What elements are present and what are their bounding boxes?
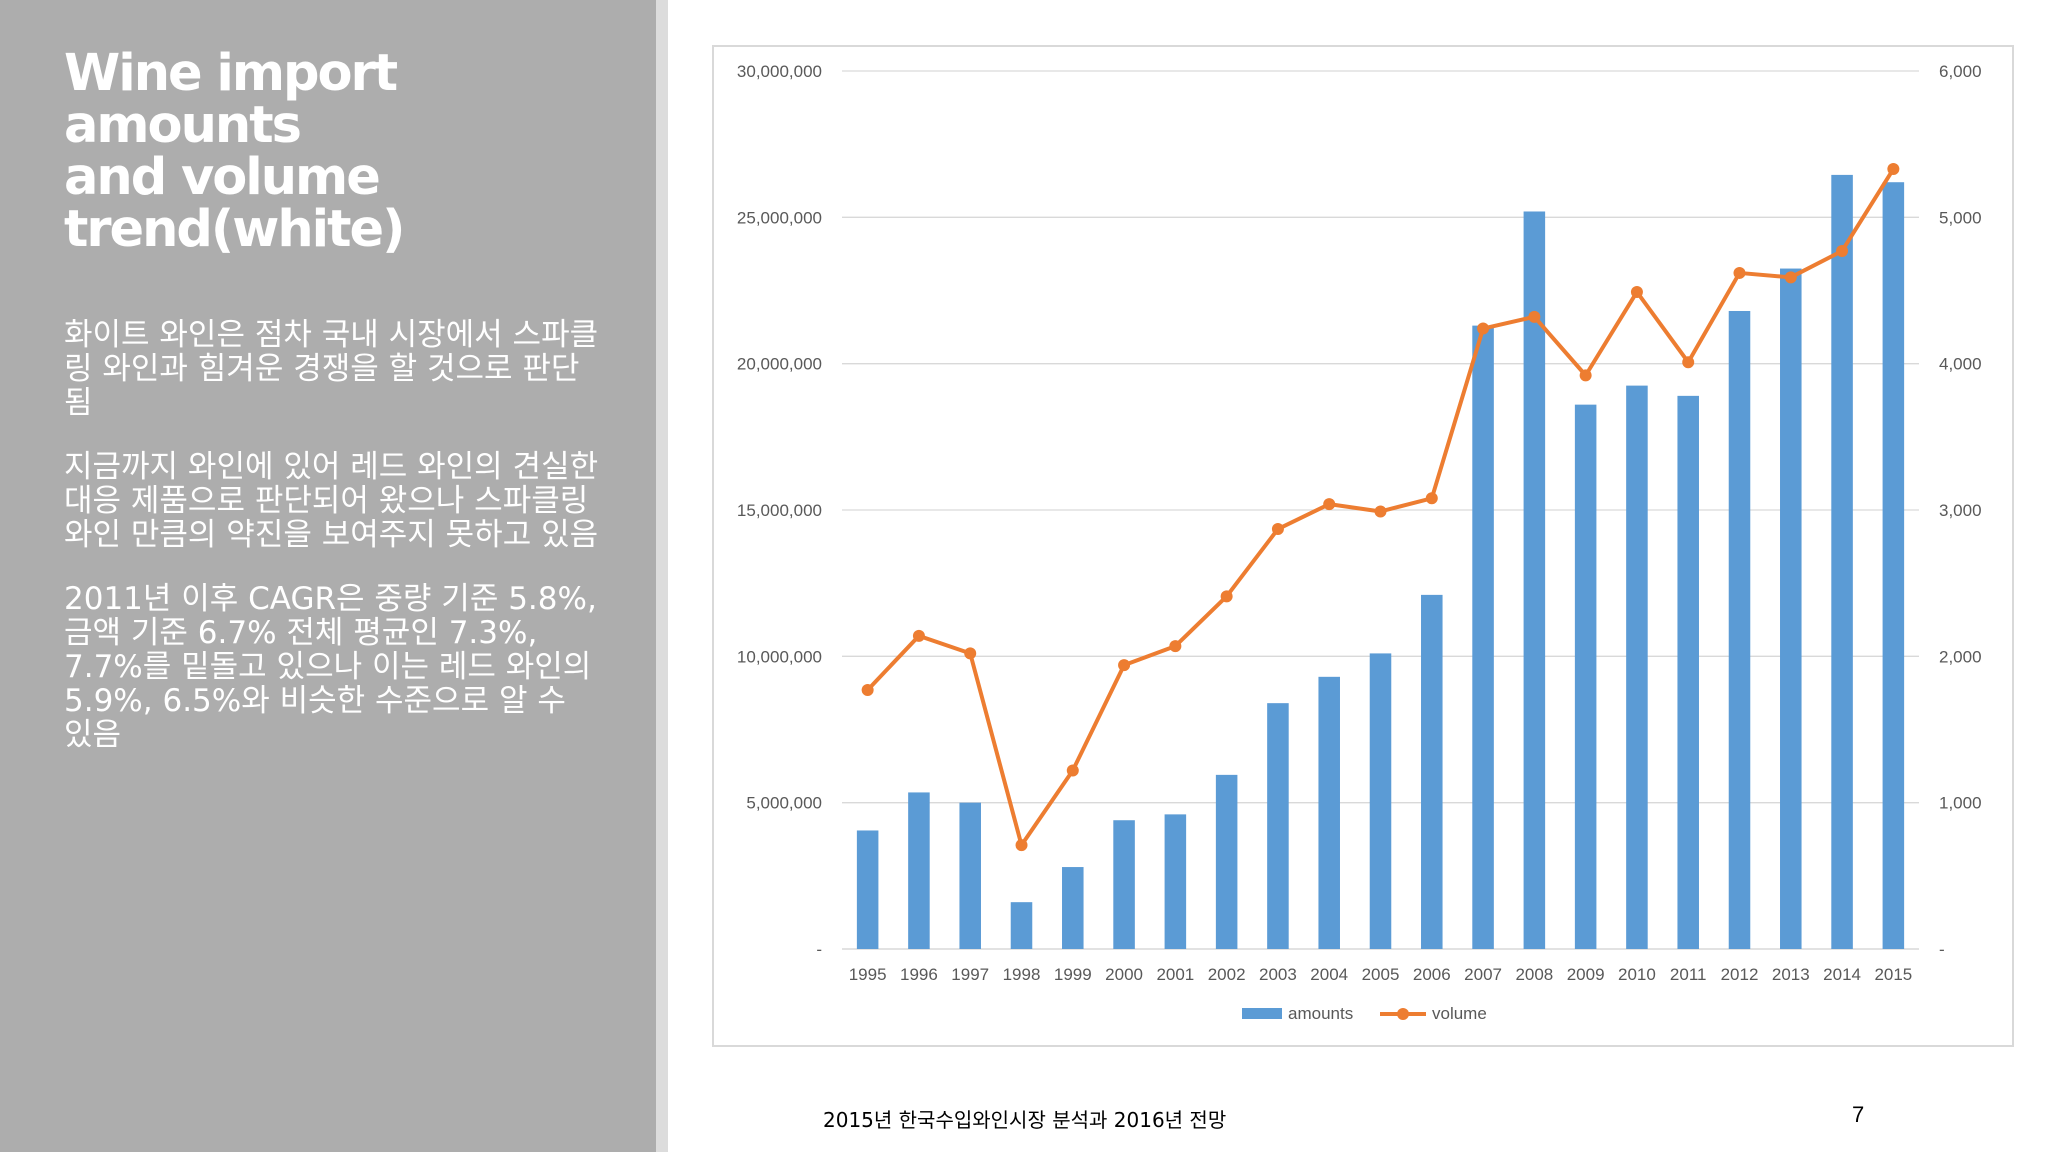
x-tick-label: 1995 <box>849 965 887 984</box>
y-right-tick-label: 6,000 <box>1939 62 1982 81</box>
x-tick-label: 2001 <box>1156 965 1194 984</box>
y-right-tick-label: 4,000 <box>1939 355 1982 374</box>
bar-amounts-2010 <box>1626 385 1648 949</box>
bar-amounts-2003 <box>1267 703 1289 949</box>
point-volume-2015 <box>1887 163 1900 176</box>
legend-label-volume: volume <box>1432 1004 1487 1023</box>
y-left-tick-label: - <box>816 940 822 959</box>
x-tick-label: 1996 <box>900 965 938 984</box>
y-right-tick-label: 3,000 <box>1939 501 1982 520</box>
bar-amounts-2005 <box>1369 653 1392 949</box>
x-tick-label: 2012 <box>1721 965 1759 984</box>
x-tick-label: 2003 <box>1259 965 1297 984</box>
point-volume-2006 <box>1425 492 1438 505</box>
point-volume-2004 <box>1323 498 1336 511</box>
left-panel <box>0 0 656 1152</box>
bar-amounts-2001 <box>1164 814 1187 949</box>
x-tick-label: 2000 <box>1105 965 1143 984</box>
bar-amounts-2011 <box>1677 395 1699 949</box>
y-left-tick-label: 20,000,000 <box>737 355 822 374</box>
x-tick-label: 2009 <box>1567 965 1605 984</box>
x-tick-label: 2002 <box>1208 965 1246 984</box>
bar-amounts-2013 <box>1780 268 1802 949</box>
slide-title-line-1: Wine import amounts <box>64 44 398 155</box>
bar-amounts-2002 <box>1215 774 1238 949</box>
point-volume-2002 <box>1220 590 1233 603</box>
footer-source: 2015년 한국수입와인시장 분석과 2016년 전망 <box>823 1108 1227 1132</box>
point-volume-1997 <box>964 647 977 660</box>
legend-marker-volume <box>1397 1008 1409 1020</box>
bar-amounts-2004 <box>1318 676 1340 949</box>
point-volume-2012 <box>1733 266 1746 279</box>
point-volume-2010 <box>1630 285 1643 298</box>
x-tick-label: 2013 <box>1772 965 1810 984</box>
point-volume-2007 <box>1477 322 1490 335</box>
page-number: 7 <box>1852 1102 1865 1127</box>
point-volume-2000 <box>1118 659 1131 672</box>
slide-title: Wine import amounts and volume trend(whi… <box>64 48 624 256</box>
bar-amounts-2014 <box>1831 174 1853 949</box>
y-left-tick-label: 15,000,000 <box>737 501 822 520</box>
point-volume-1996 <box>912 629 925 642</box>
point-volume-2014 <box>1836 244 1849 257</box>
y-left-tick-label: 25,000,000 <box>737 208 822 227</box>
bullet-list: 화이트 와인은 점차 국내 시장에서 스파클링 와인과 힘겨운 경쟁을 할 것으… <box>64 318 604 782</box>
bullet-text-2: 지금까지 와인에 있어 레드 와인의 견실한 대응 제품으로 판단되어 왔으나 … <box>64 449 599 553</box>
x-tick-label: 2008 <box>1515 965 1553 984</box>
point-volume-2005 <box>1374 505 1387 518</box>
point-volume-2008 <box>1528 310 1541 323</box>
y-left-tick-label: 30,000,000 <box>737 62 822 81</box>
x-tick-label: 2005 <box>1362 965 1400 984</box>
y-right-tick-label: - <box>1939 940 1945 959</box>
x-tick-label: 2007 <box>1464 965 1502 984</box>
x-tick-label: 2004 <box>1310 965 1348 984</box>
slide-title-line-2: and volume <box>64 148 381 207</box>
legend-label-amounts: amounts <box>1288 1004 1353 1023</box>
bar-amounts-2000 <box>1113 820 1135 949</box>
point-volume-2011 <box>1682 356 1695 369</box>
y-right-tick-label: 2,000 <box>1939 647 1982 666</box>
x-tick-label: 2014 <box>1823 965 1861 984</box>
y-right-tick-label: 1,000 <box>1939 794 1982 813</box>
bar-amounts-2007 <box>1472 325 1494 949</box>
chart-frame: - - 5,000,000 1,000 10,000,000 2,000 15,000,00… <box>712 45 2014 1047</box>
x-tick-label: 2010 <box>1618 965 1656 984</box>
bar-amounts-2015 <box>1882 182 1905 950</box>
x-tick-label: 2015 <box>1874 965 1912 984</box>
bar-amounts-2006 <box>1421 594 1443 949</box>
point-volume-2009 <box>1579 369 1592 382</box>
slide-title-line-3: trend(white) <box>64 200 405 259</box>
legend-swatch-amounts <box>1242 1008 1282 1019</box>
bar-amounts-2008 <box>1523 211 1546 950</box>
bar-amounts-1998 <box>1010 902 1033 949</box>
y-left-tick-label: 5,000,000 <box>746 794 822 813</box>
point-volume-2001 <box>1169 640 1182 653</box>
x-tick-label: 1997 <box>951 965 989 984</box>
x-tick-label: 2011 <box>1670 965 1707 984</box>
combo-chart: - - 5,000,000 1,000 10,000,000 2,000 15,000,00… <box>737 62 1982 1023</box>
x-tick-label: 1999 <box>1054 965 1092 984</box>
bar-amounts-1995 <box>856 830 879 949</box>
panel-divider <box>656 0 668 1152</box>
bar-amounts-1996 <box>908 792 930 949</box>
y-right-tick-label: 5,000 <box>1939 208 1982 227</box>
bar-amounts-2012 <box>1728 310 1751 949</box>
x-tick-label: 1998 <box>1003 965 1041 984</box>
point-volume-1995 <box>861 683 874 696</box>
bullet-text-1: 화이트 와인은 점차 국내 시장에서 스파클링 와인과 힘겨운 경쟁을 할 것으… <box>64 317 599 421</box>
bar-amounts-1999 <box>1062 867 1084 949</box>
point-volume-2003 <box>1271 523 1284 536</box>
point-volume-2013 <box>1784 271 1797 284</box>
y-left-tick-label: 10,000,000 <box>737 647 822 666</box>
point-volume-1999 <box>1066 764 1079 777</box>
point-volume-1998 <box>1015 839 1028 852</box>
bullet-text-3: 2011년 이후 CAGR은 중량 기준 5.8%, 금액 기준 6.7% 전체… <box>64 581 597 753</box>
bar-amounts-2009 <box>1574 404 1597 949</box>
x-tick-label: 2006 <box>1413 965 1451 984</box>
bar-amounts-1997 <box>959 802 981 949</box>
